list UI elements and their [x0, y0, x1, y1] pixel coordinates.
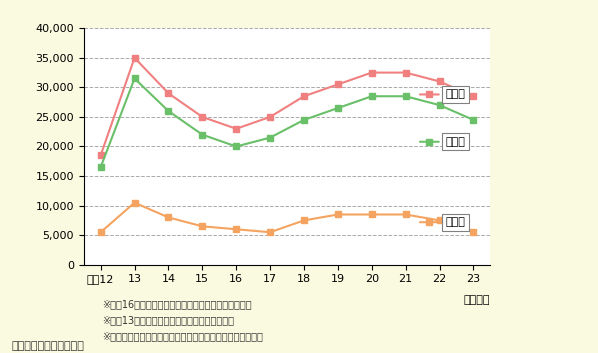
Text: ※合格者は，全科目合格者であり，一部科目合格者を除く。: ※合格者は，全科目合格者であり，一部科目合格者を除く。	[102, 331, 263, 341]
Text: 受験者: 受験者	[446, 137, 465, 147]
Text: 出願者: 出願者	[446, 89, 465, 100]
Text: （出典）文部科学省調べ: （出典）文部科学省調べ	[12, 341, 85, 352]
Text: ※平成16年度までは大学入学資格検定の数値である。: ※平成16年度までは大学入学資格検定の数値である。	[102, 299, 251, 309]
Text: 合格者: 合格者	[446, 217, 465, 227]
Text: （年度）: （年度）	[464, 295, 490, 305]
Text: ※平成13年度から年２回試験を実施している。: ※平成13年度から年２回試験を実施している。	[102, 315, 234, 325]
